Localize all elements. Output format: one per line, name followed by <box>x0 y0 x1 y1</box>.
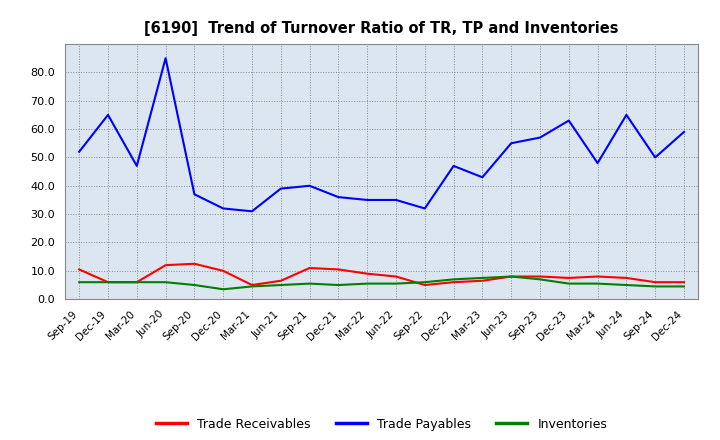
Trade Payables <box>190 192 199 197</box>
Trade Receivables <box>248 282 256 288</box>
Trade Receivables <box>392 274 400 279</box>
Trade Payables <box>593 161 602 166</box>
Trade Payables <box>363 197 372 202</box>
Trade Payables <box>564 118 573 123</box>
Trade Receivables <box>161 263 170 268</box>
Trade Receivables <box>651 279 660 285</box>
Trade Payables <box>219 206 228 211</box>
Trade Payables <box>248 209 256 214</box>
Inventories <box>219 286 228 292</box>
Inventories <box>75 279 84 285</box>
Trade Receivables <box>507 274 516 279</box>
Inventories <box>507 274 516 279</box>
Trade Payables <box>536 135 544 140</box>
Inventories <box>478 275 487 281</box>
Trade Receivables <box>75 267 84 272</box>
Trade Payables <box>478 175 487 180</box>
Trade Receivables <box>536 274 544 279</box>
Inventories <box>564 281 573 286</box>
Line: Trade Receivables: Trade Receivables <box>79 264 684 285</box>
Trade Receivables <box>132 279 141 285</box>
Trade Receivables <box>420 282 429 288</box>
Trade Payables <box>104 112 112 117</box>
Trade Payables <box>334 194 343 200</box>
Trade Payables <box>651 155 660 160</box>
Trade Payables <box>449 163 458 169</box>
Trade Payables <box>420 206 429 211</box>
Trade Payables <box>276 186 285 191</box>
Trade Receivables <box>622 275 631 281</box>
Inventories <box>420 279 429 285</box>
Trade Payables <box>392 197 400 202</box>
Inventories <box>190 282 199 288</box>
Inventories <box>392 281 400 286</box>
Trade Payables <box>507 141 516 146</box>
Trade Receivables <box>593 274 602 279</box>
Inventories <box>593 281 602 286</box>
Trade Payables <box>680 129 688 135</box>
Inventories <box>161 279 170 285</box>
Trade Receivables <box>449 279 458 285</box>
Trade Payables <box>622 112 631 117</box>
Trade Receivables <box>305 265 314 271</box>
Inventories <box>132 279 141 285</box>
Inventories <box>276 282 285 288</box>
Trade Receivables <box>190 261 199 266</box>
Line: Inventories: Inventories <box>79 276 684 289</box>
Inventories <box>449 277 458 282</box>
Trade Receivables <box>334 267 343 272</box>
Inventories <box>622 282 631 288</box>
Trade Receivables <box>564 275 573 281</box>
Inventories <box>536 277 544 282</box>
Line: Trade Payables: Trade Payables <box>79 58 684 211</box>
Inventories <box>248 284 256 289</box>
Inventories <box>305 281 314 286</box>
Trade Receivables <box>478 278 487 283</box>
Trade Receivables <box>276 278 285 283</box>
Trade Receivables <box>680 279 688 285</box>
Title: [6190]  Trend of Turnover Ratio of TR, TP and Inventories: [6190] Trend of Turnover Ratio of TR, TP… <box>144 21 619 36</box>
Trade Receivables <box>363 271 372 276</box>
Inventories <box>334 282 343 288</box>
Inventories <box>363 281 372 286</box>
Trade Payables <box>75 149 84 154</box>
Trade Receivables <box>219 268 228 274</box>
Trade Receivables <box>104 279 112 285</box>
Inventories <box>651 284 660 289</box>
Trade Payables <box>132 163 141 169</box>
Legend: Trade Receivables, Trade Payables, Inventories: Trade Receivables, Trade Payables, Inven… <box>151 413 612 436</box>
Inventories <box>680 284 688 289</box>
Trade Payables <box>161 55 170 61</box>
Trade Payables <box>305 183 314 188</box>
Inventories <box>104 279 112 285</box>
